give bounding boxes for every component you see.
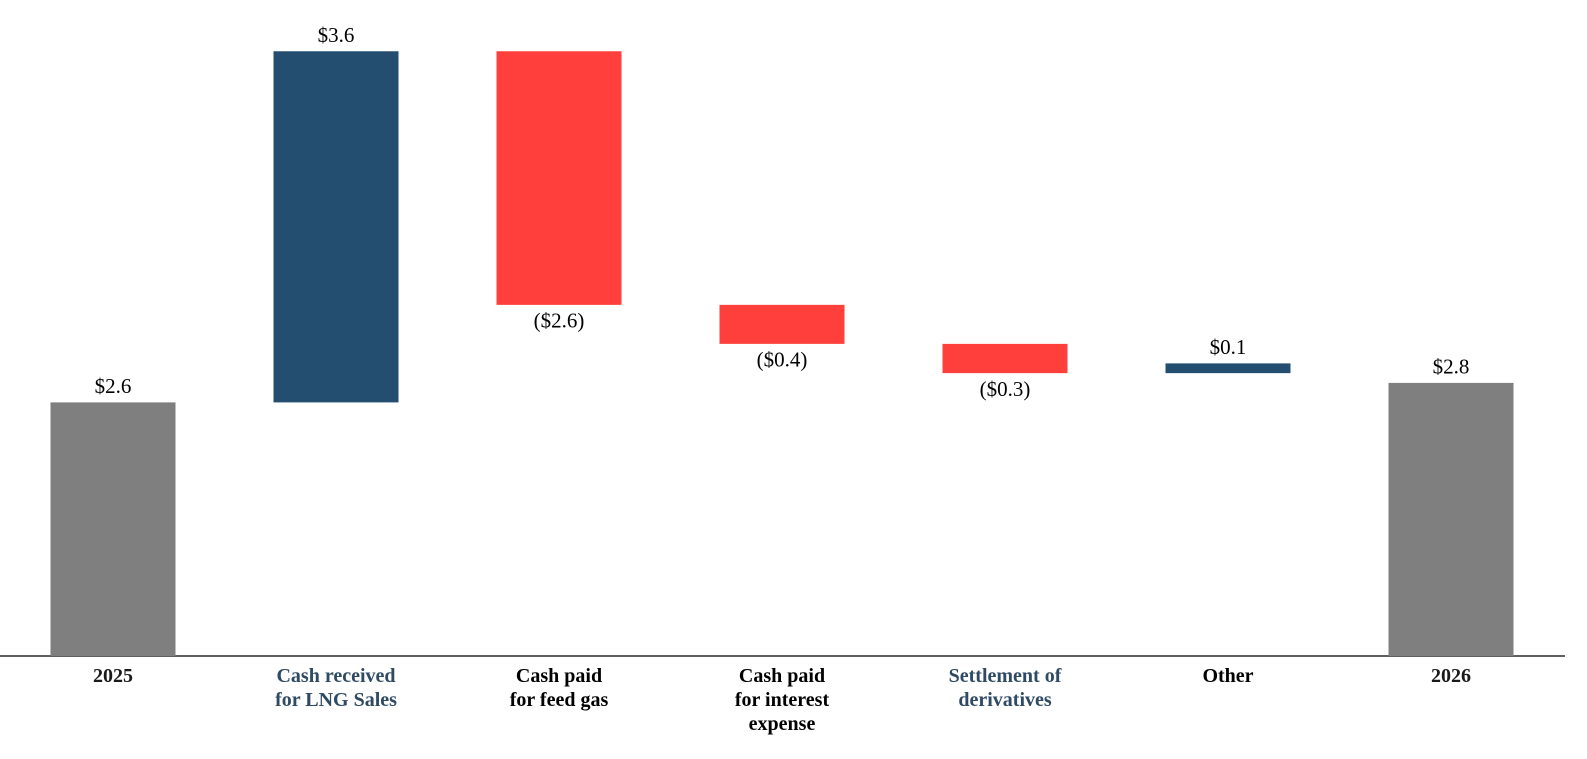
value-label: $3.6 [318,23,355,47]
bar [273,51,399,403]
value-label: ($2.6) [534,309,585,333]
x-tick-label: Cash paid for feed gas [509,665,609,711]
x-tick-label: 2025 [93,665,133,687]
bar [942,343,1068,374]
x-tick-label: Settlement of derivatives [948,665,1062,711]
bar [50,402,176,656]
x-tick-label: 2026 [1431,665,1471,687]
value-label: ($0.4) [757,348,808,372]
value-label: ($0.3) [980,377,1031,401]
x-tick-label: Cash received for LNG Sales [275,665,397,711]
bar [1388,382,1514,656]
bar [1165,363,1291,374]
value-label: $0.1 [1210,335,1247,359]
value-label: $2.8 [1433,355,1470,379]
value-label: $2.6 [95,374,132,398]
x-tick-label: Other [1202,665,1254,687]
x-tick-label: Cash paid for interest expense [734,665,830,735]
bar [719,304,845,344]
bar [496,51,622,305]
